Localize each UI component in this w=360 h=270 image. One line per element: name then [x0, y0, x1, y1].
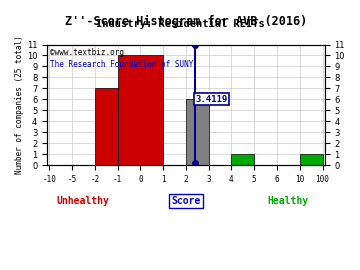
Bar	[300, 154, 323, 165]
Text: ©www.textbiz.org: ©www.textbiz.org	[50, 48, 124, 57]
Bar	[95, 88, 118, 165]
Text: Score: Score	[171, 196, 201, 206]
Text: Unhealthy: Unhealthy	[57, 196, 110, 206]
Text: The Research Foundation of SUNY: The Research Foundation of SUNY	[50, 60, 193, 69]
Title: Z''-Score Histogram for AVB (2016): Z''-Score Histogram for AVB (2016)	[65, 15, 307, 28]
Text: Healthy: Healthy	[268, 196, 309, 206]
Text: 3.4119: 3.4119	[195, 95, 228, 104]
Bar	[118, 56, 163, 165]
Text: Industry: Residential REITs: Industry: Residential REITs	[96, 19, 264, 29]
Bar	[231, 154, 254, 165]
Bar	[186, 99, 209, 165]
Y-axis label: Number of companies (25 total): Number of companies (25 total)	[15, 35, 24, 174]
